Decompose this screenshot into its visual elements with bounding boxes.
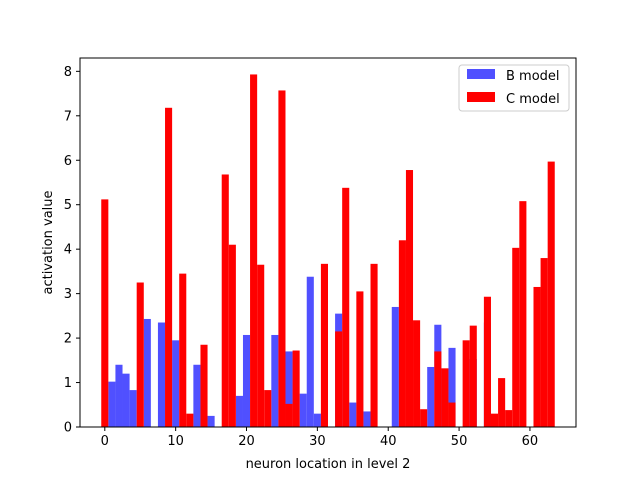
b-model-bar-37 [363, 411, 371, 427]
b-model-bar-4 [129, 390, 137, 427]
c-model-bar-43 [405, 170, 414, 427]
c-model-bar-62 [540, 258, 548, 427]
c-model-bar-0 [101, 199, 109, 427]
c-model-bar-23 [264, 390, 272, 427]
c-model-bar-18 [228, 244, 236, 427]
c-model-bar-52 [469, 325, 477, 427]
b-model-bar-3 [122, 373, 130, 427]
x-axis: 0 10 20 30 40 50 60 [101, 427, 539, 449]
c-model-bar-21 [250, 74, 258, 427]
legend-swatch-c-model [467, 92, 495, 102]
x-tick-label-20: 20 [238, 434, 255, 449]
c-model-bar-5 [136, 282, 144, 427]
y-tick-label-1: 1 [64, 376, 72, 391]
legend-label-c-model: C model [506, 92, 560, 107]
c-model-bars [101, 74, 555, 427]
x-tick-label-30: 30 [309, 434, 326, 449]
c-model-bar-51 [462, 340, 470, 427]
b-model-bar-8 [157, 322, 166, 427]
c-model-bar-9 [165, 107, 173, 427]
b-model-bar-35 [349, 402, 357, 427]
c-model-bar-31 [320, 263, 328, 427]
y-tick-label-6: 6 [64, 154, 72, 169]
x-tick-label-60: 60 [522, 434, 539, 449]
c-model-bar-55 [490, 413, 499, 427]
b-model-bar-28 [299, 393, 307, 427]
c-model-bar-34 [342, 187, 350, 427]
c-model-bar-27 [292, 350, 300, 427]
y-axis-label: activation value [41, 190, 56, 294]
legend-label-b-model: B model [506, 69, 560, 84]
c-model-bar-56 [498, 378, 506, 427]
y-tick-label-5: 5 [64, 198, 72, 213]
b-model-bar-20 [242, 334, 251, 427]
b-model-bar-41 [391, 306, 399, 427]
b-model-bar-15 [207, 415, 215, 427]
y-tick-label-4: 4 [64, 243, 72, 258]
legend-swatch-b-model [467, 69, 495, 79]
b-model-bar-30 [313, 413, 321, 427]
c-model-bar-22 [257, 264, 265, 427]
x-tick-label-10: 10 [167, 434, 184, 449]
c-model-bar-42 [398, 240, 406, 427]
c-model-bar-33 [335, 331, 343, 427]
b-model-bar-49 [448, 347, 456, 427]
x-tick-label-40: 40 [380, 434, 397, 449]
c-model-bar-49 [448, 402, 456, 427]
b-model-bar-10 [172, 340, 180, 427]
c-model-bar-11 [179, 273, 187, 427]
b-model-bar-2 [115, 364, 123, 427]
c-model-bar-61 [533, 286, 541, 427]
y-tick-label-7: 7 [64, 109, 72, 124]
c-model-bar-48 [441, 368, 449, 427]
y-tick-label-3: 3 [64, 287, 72, 302]
c-model-bar-63 [547, 161, 555, 427]
c-model-bar-59 [519, 201, 527, 427]
legend: B model C model [458, 64, 570, 112]
c-model-bar-58 [512, 247, 520, 427]
plot-frame [79, 57, 577, 428]
y-tick-label-8: 8 [64, 65, 72, 80]
x-axis-label: neuron location in level 2 [246, 457, 411, 472]
c-model-bar-57 [505, 410, 513, 427]
b-model-bar-24 [271, 334, 279, 427]
x-tick-label-50: 50 [451, 434, 468, 449]
c-model-bar-54 [483, 296, 491, 427]
b-model-bar-26 [285, 351, 293, 427]
b-model-bar-6 [143, 318, 151, 427]
y-tick-label-0: 0 [64, 421, 72, 436]
y-axis: 0 1 2 3 4 5 6 7 8 [64, 65, 80, 436]
b-model-bar-1 [108, 381, 116, 427]
c-model-bar-12 [186, 413, 194, 427]
y-tick-label-2: 2 [64, 332, 72, 347]
b-model-bar-29 [306, 276, 314, 427]
b-model-bar-13 [193, 364, 201, 427]
b-model-bar-46 [427, 366, 435, 427]
c-model-bar-14 [200, 344, 208, 427]
c-model-bar-36 [356, 291, 364, 427]
b-model-bar-19 [235, 395, 243, 427]
c-model-bar-26 [285, 403, 293, 427]
c-model-bar-17 [221, 174, 229, 427]
c-model-bar-45 [420, 409, 428, 427]
c-model-bar-38 [370, 263, 378, 427]
c-model-bar-25 [278, 90, 286, 427]
c-model-bar-44 [413, 320, 421, 427]
c-model-bar-47 [434, 351, 442, 427]
x-tick-label-0: 0 [101, 434, 109, 449]
